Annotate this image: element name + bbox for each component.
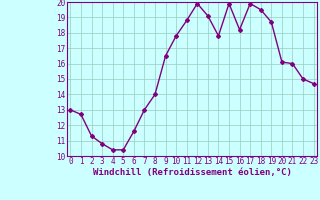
- X-axis label: Windchill (Refroidissement éolien,°C): Windchill (Refroidissement éolien,°C): [92, 168, 292, 177]
